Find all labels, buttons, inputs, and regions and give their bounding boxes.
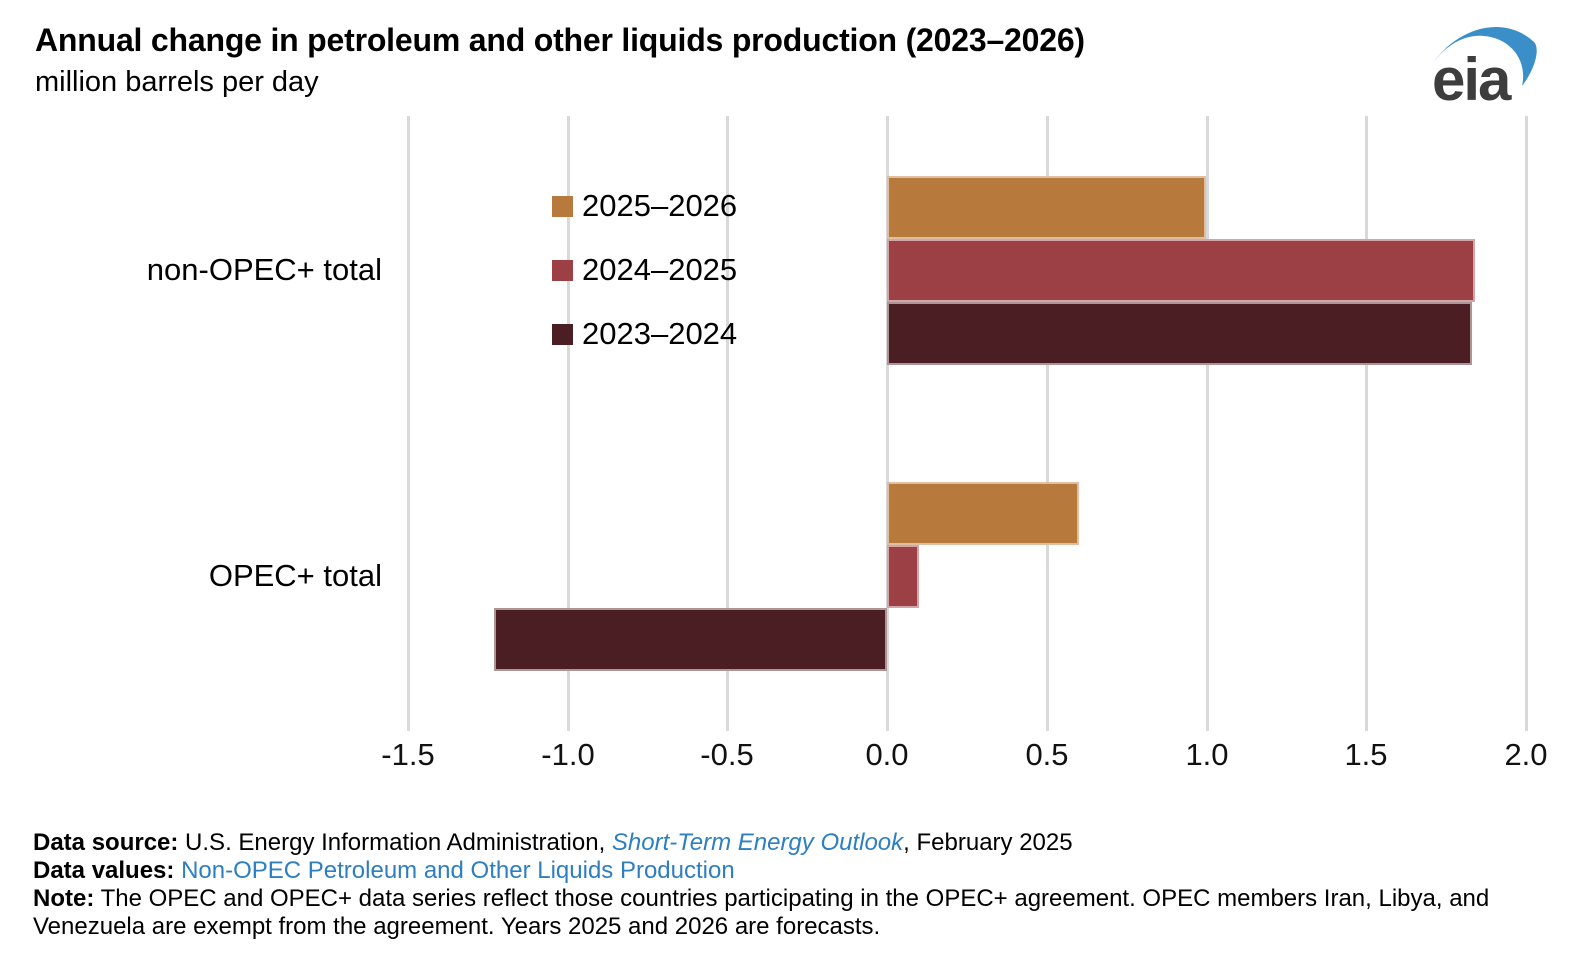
gridline-0.5 <box>1046 116 1049 718</box>
gridline-1.0 <box>1206 116 1209 718</box>
data-source-date: , February 2025 <box>903 829 1073 856</box>
legend-label: 2025–2026 <box>582 188 738 223</box>
bar-2025–2026-non-OPEC+ total <box>887 176 1206 239</box>
legend-item-2023–2024: 2023–2024 <box>552 316 737 352</box>
legend-swatch-2023–2024 <box>552 323 573 345</box>
bar-2024–2025-non-OPEC+ total <box>887 239 1475 302</box>
chart-units-subtitle: million barrels per day <box>35 66 319 98</box>
x-axis-tick-label: 0.0 <box>865 737 909 772</box>
x-axis-tick <box>567 718 570 731</box>
x-axis-tick-label: -0.5 <box>700 737 754 772</box>
x-axis-tick <box>886 718 889 731</box>
data-source-text: U.S. Energy Information Administration, <box>178 829 612 856</box>
gridline--1.5 <box>407 116 410 718</box>
x-axis-tick <box>726 718 729 731</box>
gridline-0.0 <box>886 116 889 718</box>
x-axis-tick-label: 0.5 <box>1025 737 1069 772</box>
legend-label: 2023–2024 <box>582 316 738 351</box>
eia-logo-text: eia <box>1432 46 1512 112</box>
gridline-1.5 <box>1365 116 1368 718</box>
x-axis-tick <box>407 718 410 731</box>
gridline--1.0 <box>567 116 570 718</box>
data-source-label: Data source: <box>33 829 179 856</box>
legend-item-2024–2025: 2024–2025 <box>552 252 737 288</box>
x-axis-tick <box>1365 718 1368 731</box>
x-axis-tick <box>1046 718 1049 731</box>
note-line: Note: The OPEC and OPEC+ data series ref… <box>33 885 1553 941</box>
data-values-line: Data values: Non-OPEC Petroleum and Othe… <box>33 857 1553 885</box>
chart-footer: Data source: U.S. Energy Information Adm… <box>33 829 1553 941</box>
x-axis-tick-label: 1.0 <box>1185 737 1229 772</box>
data-source-line: Data source: U.S. Energy Information Adm… <box>33 829 1553 857</box>
x-axis-tick <box>1525 718 1528 731</box>
bar-2023–2024-OPEC+ total <box>494 608 887 671</box>
category-label: non-OPEC+ total <box>146 252 382 287</box>
x-axis-tick-label: 2.0 <box>1504 737 1548 772</box>
legend-swatch-2024–2025 <box>552 259 573 281</box>
bar-2023–2024-non-OPEC+ total <box>887 302 1472 365</box>
gridline-2.0 <box>1525 116 1528 718</box>
x-axis-tick-label: 1.5 <box>1344 737 1388 772</box>
x-axis-tick-label: -1.5 <box>381 737 435 772</box>
legend-swatch-2025–2026 <box>552 195 573 217</box>
legend-item-2025–2026: 2025–2026 <box>552 188 737 224</box>
bar-2025–2026-OPEC+ total <box>887 482 1079 545</box>
x-axis-tick <box>1206 718 1209 731</box>
short-term-energy-outlook-link[interactable]: Short-Term Energy Outlook <box>611 829 904 856</box>
legend-label: 2024–2025 <box>582 252 738 287</box>
eia-logo-swoosh <box>1430 26 1537 86</box>
page-title: Annual change in petroleum and other liq… <box>35 22 1085 58</box>
data-values-label: Data values: <box>33 857 175 884</box>
category-label: OPEC+ total <box>208 558 382 593</box>
x-axis-tick-label: -1.0 <box>541 737 595 772</box>
bar-2024–2025-OPEC+ total <box>887 545 919 608</box>
eia-logo: eia <box>1430 26 1537 112</box>
gridline--0.5 <box>726 116 729 718</box>
note-text: The OPEC and OPEC+ data series reflect t… <box>33 885 1490 940</box>
note-label: Note: <box>33 885 95 912</box>
data-values-link[interactable]: Non-OPEC Petroleum and Other Liquids Pro… <box>174 857 735 884</box>
